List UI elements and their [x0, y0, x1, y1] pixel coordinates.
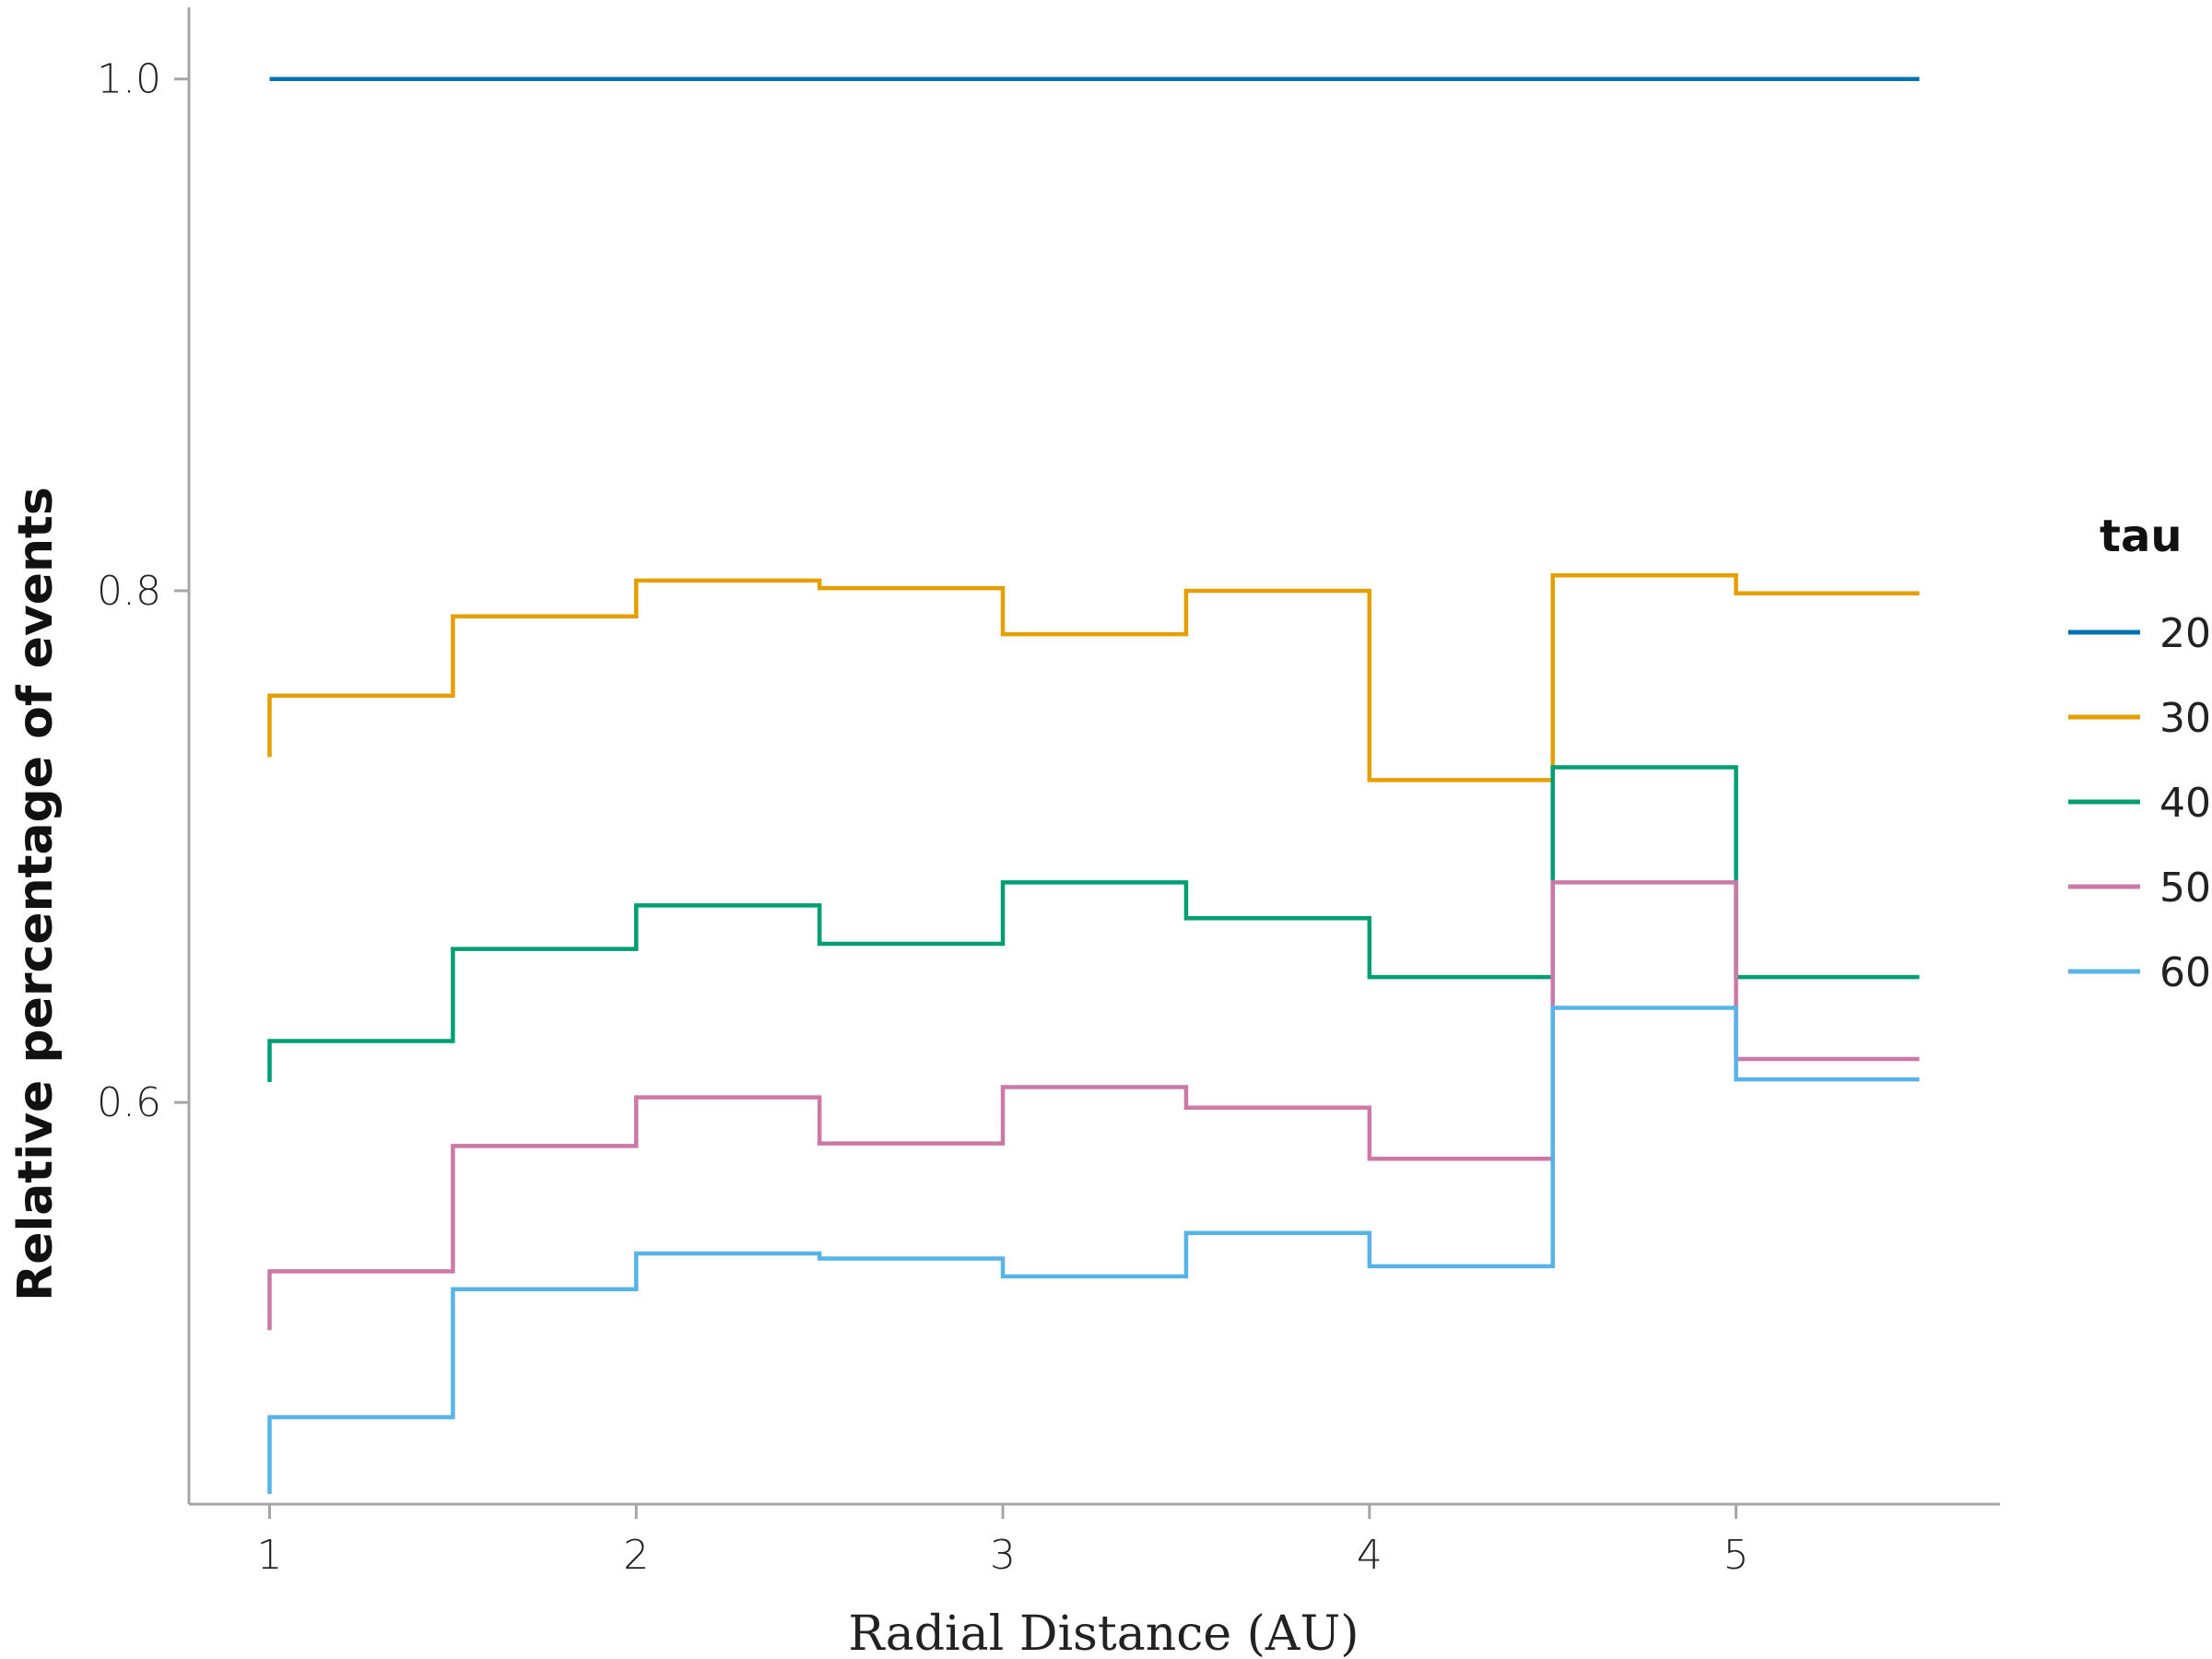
x-tick-label: 2	[623, 1532, 649, 1579]
y-tick-label: 0.8	[97, 568, 161, 615]
series-line-tau-60	[267, 1006, 1920, 1494]
y-tick-label: 0.6	[97, 1079, 161, 1126]
series-line-tau-30	[267, 573, 1920, 782]
y-ticks: 0.6 0.8 1.0	[97, 56, 189, 1126]
legend-label-tau-50: 50	[2159, 865, 2211, 912]
series-line-tau-50	[267, 880, 1920, 1331]
x-tick-label: 1	[257, 1532, 283, 1579]
legend-items: 20 30 40 50 60	[2068, 610, 2211, 996]
x-axis-label: Radial Distance (AU)	[848, 1606, 1359, 1659]
series-group	[267, 76, 1920, 1494]
legend-label-tau-60: 60	[2159, 949, 2211, 996]
x-ticks: 1 2 3 4 5	[257, 1504, 1749, 1579]
legend-title: tau	[2100, 511, 2183, 562]
legend-label-tau-20: 20	[2159, 610, 2211, 657]
legend-label-tau-30: 30	[2159, 695, 2211, 742]
y-tick-label: 1.0	[97, 56, 161, 103]
x-tick-label: 5	[1724, 1532, 1749, 1579]
y-axis-label: Relative percentage of events	[8, 487, 64, 1301]
series-line-tau-40	[267, 765, 1920, 1082]
x-tick-label: 3	[990, 1532, 1016, 1579]
legend-label-tau-40: 40	[2159, 780, 2211, 827]
x-tick-label: 4	[1357, 1532, 1382, 1579]
legend: tau 20 30 40 50 60	[2068, 511, 2211, 996]
plot-area: 1 2 3 4 5 0.6 0.8 1.0	[97, 7, 2000, 1579]
